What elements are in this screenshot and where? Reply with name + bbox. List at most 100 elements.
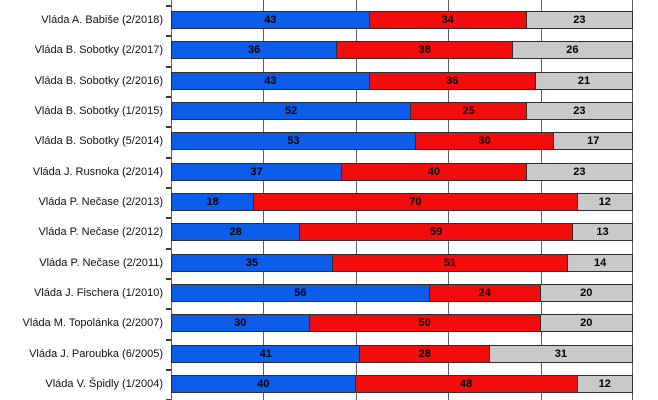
segment-value-label: 21 bbox=[577, 74, 591, 87]
axis-tick bbox=[166, 339, 171, 341]
segment-value-label: 13 bbox=[596, 225, 609, 238]
bar-segment-positive-blue: 30 bbox=[171, 314, 310, 332]
segment-value-label: 30 bbox=[478, 134, 491, 147]
segment-value-label: 35 bbox=[245, 256, 258, 269]
axis-tick bbox=[166, 96, 171, 98]
segment-value-label: 43 bbox=[264, 74, 277, 87]
axis-tick bbox=[166, 126, 171, 128]
segment-value-label: 18 bbox=[206, 195, 219, 208]
bar-segment-negative-red: 30 bbox=[414, 132, 555, 150]
bar-segment-undecided-gray: 20 bbox=[539, 284, 633, 302]
axis-tick bbox=[166, 369, 171, 371]
bar-segment-positive-blue: 43 bbox=[171, 11, 370, 29]
segment-value-label: 12 bbox=[598, 377, 611, 390]
category-label: Vláda B. Sobotky (2/2016) bbox=[34, 75, 163, 87]
bar-row: 43 34 23 bbox=[171, 11, 633, 29]
bar-segment-negative-red: 50 bbox=[308, 314, 541, 332]
category-label: Vláda P. Nečase (2/2012) bbox=[38, 226, 163, 238]
segment-value-label: 12 bbox=[598, 195, 611, 208]
bar-segment-undecided-gray: 31 bbox=[488, 345, 633, 363]
bar-segment-undecided-gray: 20 bbox=[539, 314, 633, 332]
segment-value-label: 59 bbox=[430, 225, 443, 238]
category-label: Vláda M. Topolánka (2/2007) bbox=[22, 317, 163, 329]
segment-value-label: 20 bbox=[580, 286, 593, 299]
bar-segment-undecided-gray: 23 bbox=[525, 163, 633, 181]
bar-row: 52 25 23 bbox=[171, 102, 633, 120]
bar-segment-negative-red: 70 bbox=[253, 193, 578, 211]
segment-value-label: 23 bbox=[573, 13, 586, 26]
segment-value-label: 34 bbox=[441, 13, 454, 26]
segment-value-label: 40 bbox=[427, 165, 440, 178]
bar-segment-positive-blue: 28 bbox=[171, 223, 301, 241]
segment-value-label: 28 bbox=[418, 347, 431, 360]
segment-value-label: 25 bbox=[462, 104, 475, 117]
category-label: Vláda J. Rusnoka (2/2014) bbox=[32, 166, 163, 178]
category-label: Vláda B. Sobotky (2/2017) bbox=[34, 44, 163, 56]
segment-value-label: 38 bbox=[418, 43, 431, 56]
segment-value-label: 70 bbox=[409, 195, 422, 208]
category-label: Vláda P. Nečase (2/2013) bbox=[38, 196, 163, 208]
bar-segment-negative-red: 38 bbox=[336, 41, 513, 59]
segment-value-label: 52 bbox=[284, 104, 298, 117]
bar-row: 56 24 20 bbox=[171, 284, 633, 302]
bar-segment-positive-blue: 37 bbox=[171, 163, 342, 181]
bar-row: 43 36 21 bbox=[171, 72, 633, 90]
bar-segment-positive-blue: 36 bbox=[171, 41, 338, 59]
bar-segment-undecided-gray: 12 bbox=[576, 193, 633, 211]
bar-row: 41 28 31 bbox=[171, 345, 633, 363]
bar-segment-negative-red: 40 bbox=[340, 163, 527, 181]
segment-value-label: 30 bbox=[234, 316, 247, 329]
bar-segment-negative-red: 34 bbox=[368, 11, 527, 29]
bar-row: 37 40 23 bbox=[171, 163, 633, 181]
bar-segment-positive-blue: 43 bbox=[171, 72, 370, 90]
category-label: Vláda B. Sobotky (1/2015) bbox=[34, 105, 163, 117]
bar-segment-undecided-gray: 13 bbox=[571, 223, 633, 241]
axis-tick bbox=[166, 5, 171, 7]
bar-row: 40 48 12 bbox=[171, 375, 633, 393]
bar-segment-undecided-gray: 21 bbox=[534, 72, 633, 90]
segment-value-label: 43 bbox=[264, 13, 277, 26]
category-label: Vláda J. Fischera (1/2010) bbox=[33, 287, 163, 299]
segment-value-label: 40 bbox=[257, 377, 270, 390]
bar-row: 18 70 12 bbox=[171, 193, 633, 211]
bar-segment-negative-red: 28 bbox=[359, 345, 490, 363]
bar-segment-undecided-gray: 23 bbox=[525, 102, 633, 120]
segment-value-label: 23 bbox=[573, 165, 586, 178]
axis-tick bbox=[166, 217, 171, 219]
bar-row: 35 51 14 bbox=[171, 254, 633, 272]
axis-tick bbox=[166, 35, 171, 37]
bar-segment-positive-blue: 53 bbox=[171, 132, 416, 150]
bar-row: 36 38 26 bbox=[171, 41, 633, 59]
bar-row: 30 50 20 bbox=[171, 314, 633, 332]
bar-segment-positive-blue: 18 bbox=[171, 193, 255, 211]
bar-segment-negative-red: 51 bbox=[331, 254, 569, 272]
segment-value-label: 53 bbox=[287, 134, 300, 147]
bar-segment-positive-blue: 40 bbox=[171, 375, 356, 393]
segment-value-label: 48 bbox=[460, 377, 473, 390]
axis-tick bbox=[166, 308, 171, 310]
bar-segment-negative-red: 59 bbox=[299, 223, 573, 241]
segment-value-label: 36 bbox=[248, 43, 261, 56]
bar-segment-negative-red: 25 bbox=[410, 102, 527, 120]
bar-segment-positive-blue: 56 bbox=[171, 284, 430, 302]
bar-segment-positive-blue: 52 bbox=[171, 102, 412, 120]
segment-value-label: 37 bbox=[250, 165, 263, 178]
segment-value-label: 20 bbox=[580, 316, 593, 329]
bar-segment-negative-red: 48 bbox=[354, 375, 578, 393]
segment-value-label: 23 bbox=[573, 104, 586, 117]
bar-row: 28 59 13 bbox=[171, 223, 633, 241]
axis-tick bbox=[166, 66, 171, 68]
segment-value-label: 17 bbox=[587, 134, 600, 147]
segment-value-label: 26 bbox=[566, 43, 579, 56]
segment-value-label: 50 bbox=[418, 316, 431, 329]
segment-value-label: 28 bbox=[229, 225, 242, 238]
segment-value-label: 31 bbox=[554, 347, 567, 360]
category-label: Vláda J. Paroubka (6/2005) bbox=[29, 348, 163, 360]
axis-tick bbox=[166, 187, 171, 189]
bar-segment-positive-blue: 35 bbox=[171, 254, 333, 272]
bar-segment-positive-blue: 41 bbox=[171, 345, 361, 363]
bar-segment-undecided-gray: 23 bbox=[525, 11, 633, 29]
bar-segment-negative-red: 24 bbox=[428, 284, 541, 302]
bar-segment-undecided-gray: 14 bbox=[567, 254, 633, 272]
